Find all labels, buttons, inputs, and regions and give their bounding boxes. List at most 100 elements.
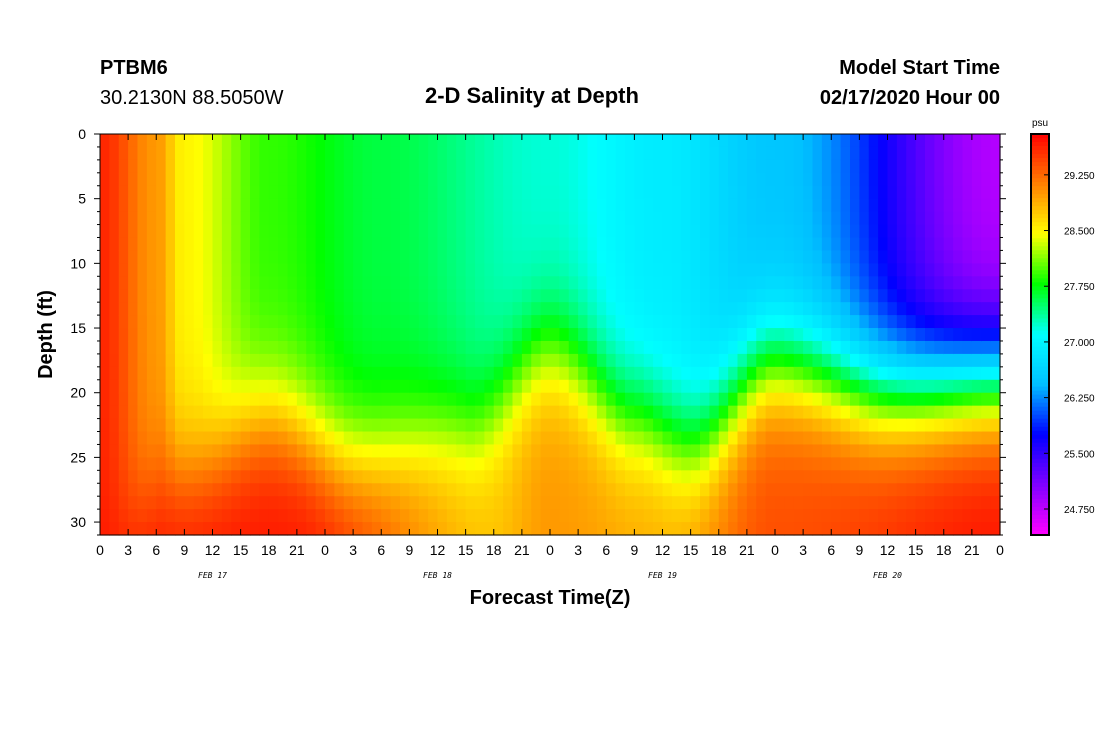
- heatmap-cell: [568, 483, 579, 497]
- heatmap-cell: [690, 198, 701, 213]
- heatmap-cell: [718, 328, 729, 342]
- heatmap-cell: [718, 340, 729, 355]
- heatmap-cell: [690, 172, 701, 187]
- heatmap-cell: [446, 276, 457, 290]
- heatmap-cell: [615, 418, 626, 433]
- heatmap-cell: [456, 159, 467, 174]
- heatmap-cell: [784, 146, 795, 161]
- heatmap-cell: [475, 159, 485, 174]
- heatmap-cell: [343, 315, 354, 329]
- heatmap-cell: [165, 444, 176, 458]
- heatmap-cell: [943, 353, 954, 368]
- heatmap-cell: [568, 366, 579, 381]
- heatmap-cell: [146, 379, 157, 394]
- heatmap-cell: [221, 250, 232, 264]
- heatmap-cell: [934, 263, 945, 277]
- heatmap-cell: [915, 444, 926, 458]
- heatmap-cell: [118, 418, 129, 433]
- heatmap-cell: [578, 366, 589, 381]
- heatmap-cell: [934, 276, 945, 290]
- heatmap-cell: [193, 405, 204, 420]
- heatmap-cell: [118, 522, 129, 536]
- heatmap-cell: [925, 379, 935, 394]
- heatmap-cell: [596, 224, 607, 239]
- heatmap-cell: [671, 340, 682, 355]
- heatmap-cell: [578, 134, 589, 148]
- colorbar-segment: [1031, 478, 1049, 484]
- heatmap-cell: [493, 289, 504, 303]
- heatmap-cell: [175, 315, 185, 329]
- colorbar-segment: [1031, 242, 1049, 247]
- heatmap-cell: [690, 237, 701, 252]
- heatmap-cell: [803, 366, 814, 381]
- heatmap-cell: [746, 276, 757, 290]
- heatmap-cell: [287, 340, 298, 355]
- heatmap-cell: [681, 315, 692, 329]
- heatmap-cell: [934, 237, 945, 252]
- heatmap-cell: [118, 315, 129, 329]
- heatmap-cell: [362, 431, 373, 446]
- heatmap-cell: [840, 172, 851, 187]
- heatmap-cell: [493, 509, 504, 523]
- colorbar-segment: [1031, 334, 1049, 340]
- heatmap-cell: [690, 276, 701, 290]
- heatmap-cell: [315, 444, 326, 458]
- heatmap-cell: [128, 509, 139, 523]
- heatmap-cell: [521, 146, 532, 161]
- colorbar-segment: [1031, 302, 1049, 307]
- heatmap-cell: [587, 457, 598, 471]
- heatmap-cell: [146, 172, 157, 187]
- heatmap-cell: [784, 509, 795, 523]
- heatmap-cell: [615, 328, 626, 342]
- model-start-value: 02/17/2020 Hour 00: [819, 87, 1000, 109]
- heatmap-cell: [296, 353, 307, 368]
- heatmap-cell: [653, 405, 664, 420]
- heatmap-cell: [587, 470, 598, 484]
- heatmap-cell: [381, 353, 392, 368]
- heatmap-cell: [981, 366, 992, 381]
- heatmap-cell: [625, 224, 635, 239]
- heatmap-cell: [953, 134, 964, 148]
- heatmap-cell: [231, 159, 242, 174]
- heatmap-cell: [859, 159, 870, 174]
- heatmap-cell: [381, 457, 392, 471]
- heatmap-cell: [840, 392, 851, 407]
- colorbar-segment: [1031, 318, 1049, 323]
- date-label: FEB 17: [198, 571, 227, 580]
- heatmap-cell: [343, 185, 354, 200]
- heatmap-cell: [193, 444, 204, 458]
- heatmap-cell: [343, 444, 354, 458]
- heatmap-cell: [212, 185, 223, 200]
- heatmap-cell: [362, 198, 373, 213]
- heatmap-cell: [578, 211, 589, 226]
- heatmap-cell: [821, 366, 832, 381]
- heatmap-cell: [559, 211, 570, 226]
- heatmap-cell: [831, 159, 842, 174]
- heatmap-cell: [128, 211, 139, 226]
- heatmap-cell: [193, 353, 204, 368]
- heatmap-cell: [681, 405, 692, 420]
- heatmap-cell: [437, 159, 448, 174]
- heatmap-cell: [943, 198, 954, 213]
- heatmap-cell: [690, 457, 701, 471]
- heatmap-cell: [493, 237, 504, 252]
- heatmap-cell: [568, 315, 579, 329]
- heatmap-cell: [746, 431, 757, 446]
- heatmap-cell: [962, 366, 973, 381]
- heatmap-cell: [353, 444, 364, 458]
- heatmap-cell: [737, 457, 748, 471]
- heatmap-cell: [268, 470, 279, 484]
- heatmap-cell: [128, 302, 139, 316]
- heatmap-cell: [681, 134, 692, 148]
- heatmap-cell: [503, 328, 514, 342]
- heatmap-cell: [334, 328, 345, 342]
- heatmap-cell: [512, 159, 523, 174]
- heatmap-cell: [296, 392, 307, 407]
- heatmap-cell: [475, 146, 485, 161]
- heatmap-cell: [221, 263, 232, 277]
- heatmap-cell: [128, 405, 139, 420]
- heatmap-cell: [709, 340, 720, 355]
- heatmap-cell: [184, 263, 195, 277]
- heatmap-cell: [268, 172, 279, 187]
- heatmap-cell: [146, 250, 157, 264]
